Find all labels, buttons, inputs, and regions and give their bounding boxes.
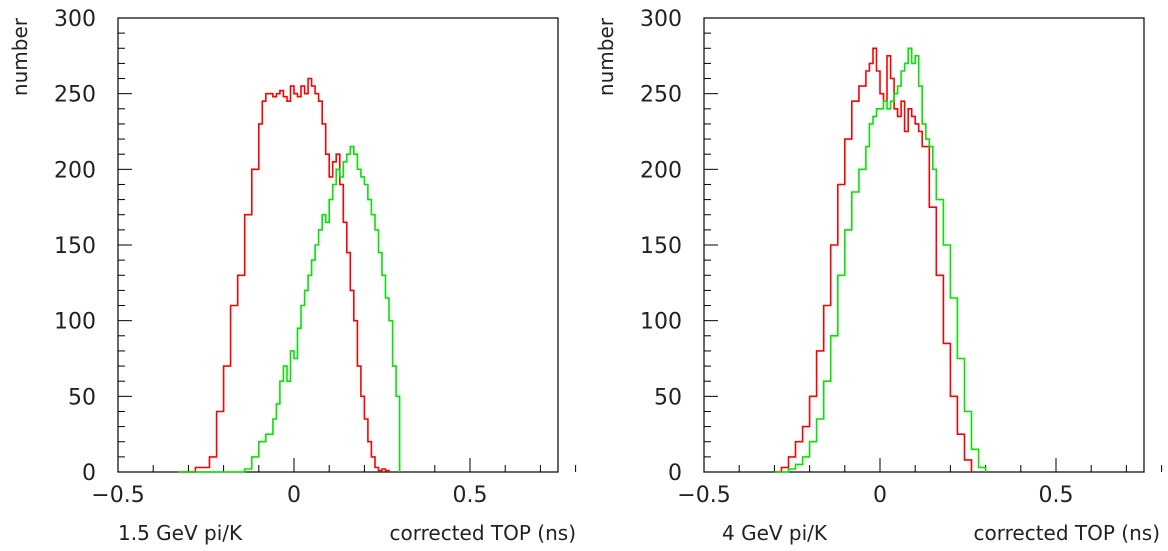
y-tick-label: 100 <box>54 310 96 335</box>
left-xlabel: corrected TOP (ns) <box>390 521 576 545</box>
left-ticks <box>117 17 577 473</box>
y-tick-label: 300 <box>640 7 682 32</box>
y-tick-label: 50 <box>68 385 96 410</box>
left-series <box>177 77 401 473</box>
right-ylabel: number <box>594 17 618 96</box>
y-tick-label: 150 <box>640 234 682 259</box>
right-series <box>774 47 987 473</box>
left-histogram-green <box>177 145 401 473</box>
x-tick-label: −0.5 <box>91 483 144 508</box>
y-tick-label: 0 <box>668 461 682 486</box>
right-ticks <box>703 17 1163 473</box>
y-tick-label: 100 <box>640 310 682 335</box>
y-tick-label: 250 <box>640 83 682 108</box>
left-ylabel: number <box>8 17 32 96</box>
right-histogram-green <box>774 47 987 473</box>
y-tick-label: 0 <box>82 461 96 486</box>
x-tick-label: 0.5 <box>1039 483 1074 508</box>
x-tick-label: 0.5 <box>453 483 488 508</box>
x-tick-label: 0 <box>287 483 301 508</box>
y-tick-label: 200 <box>640 158 682 183</box>
x-tick-label: −0.5 <box>677 483 730 508</box>
left-panel-label: 1.5 GeV pi/K <box>118 521 243 545</box>
left-histogram-red <box>177 77 390 473</box>
y-tick-label: 300 <box>54 7 96 32</box>
right-histogram-red <box>774 47 973 473</box>
right-xlabel: corrected TOP (ns) <box>974 521 1160 545</box>
y-tick-label: 250 <box>54 83 96 108</box>
right-plot-frame <box>703 17 1145 473</box>
left-plot-frame <box>117 17 559 473</box>
y-tick-label: 200 <box>54 158 96 183</box>
y-tick-label: 150 <box>54 234 96 259</box>
x-tick-label: 0 <box>873 483 887 508</box>
right-panel-label: 4 GeV pi/K <box>722 521 828 545</box>
y-tick-label: 50 <box>654 385 682 410</box>
